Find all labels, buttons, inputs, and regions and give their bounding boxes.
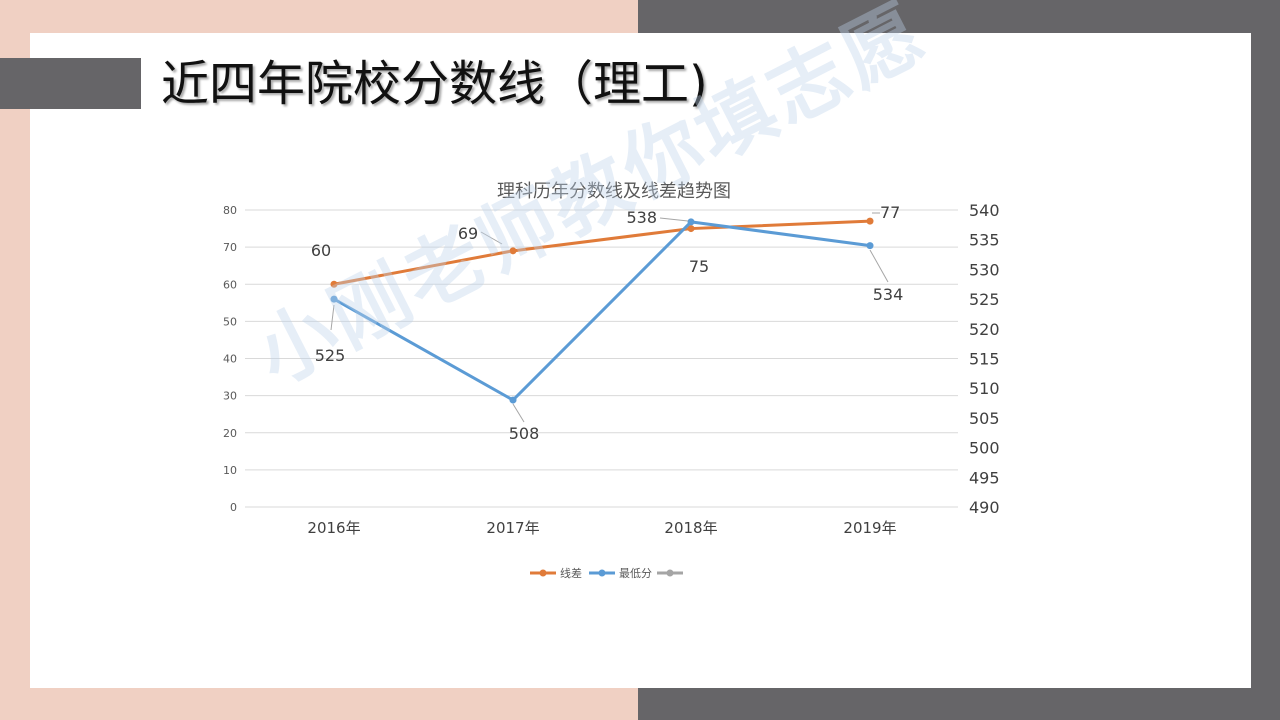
gridlines xyxy=(245,209,958,508)
legend-swatch-marker xyxy=(666,569,674,577)
x-axis-ticks: 2016年 2017年 2018年 2019年 xyxy=(307,519,896,537)
right-tick-label: 530 xyxy=(969,260,1000,279)
left-tick-label: 40 xyxy=(223,353,237,366)
chart-legend: 线差 最低分 xyxy=(530,566,683,580)
data-label: 534 xyxy=(873,285,904,304)
left-tick-label: 0 xyxy=(230,501,237,514)
x-tick-label: 2019年 xyxy=(843,519,896,537)
data-point xyxy=(687,218,695,226)
data-label: 75 xyxy=(689,257,709,276)
data-point xyxy=(330,280,338,288)
left-tick-label: 50 xyxy=(223,315,237,328)
right-axis-ticks: 490 495 500 505 510 515 520 525 530 535 540 xyxy=(969,201,1000,517)
left-tick-label: 60 xyxy=(223,278,237,291)
right-tick-label: 525 xyxy=(969,290,1000,309)
left-tick-label: 10 xyxy=(223,464,237,477)
left-axis-ticks: 0 10 20 30 40 50 60 70 80 xyxy=(223,204,237,514)
title-accent-bar xyxy=(0,58,141,109)
left-tick-label: 70 xyxy=(223,241,237,254)
data-label: 60 xyxy=(311,241,331,260)
data-label: 69 xyxy=(458,224,478,243)
left-tick-label: 30 xyxy=(223,390,237,403)
left-tick-label: 80 xyxy=(223,204,237,217)
data-label: 508 xyxy=(509,424,540,443)
data-point xyxy=(866,242,874,250)
legend-label: 线差 xyxy=(560,566,582,580)
right-tick-label: 520 xyxy=(969,320,1000,339)
right-tick-label: 495 xyxy=(969,468,1000,487)
legend-label: 最低分 xyxy=(619,567,652,580)
data-point xyxy=(509,247,517,255)
right-tick-label: 490 xyxy=(969,498,1000,517)
data-point xyxy=(687,225,695,233)
right-tick-label: 505 xyxy=(969,409,1000,428)
data-label: 538 xyxy=(626,208,657,227)
series-line-2 xyxy=(333,220,871,402)
data-label: 525 xyxy=(315,346,346,365)
right-tick-label: 535 xyxy=(969,231,1000,250)
x-tick-label: 2018年 xyxy=(664,519,717,537)
x-tick-label: 2017年 xyxy=(486,519,539,537)
series-layer xyxy=(330,217,874,404)
page-title: 近四年院校分数线（理工) xyxy=(161,56,708,112)
data-labels: 60 69 75 77 525 508 538 534 xyxy=(311,203,903,443)
label-leader-line xyxy=(659,217,689,222)
x-tick-label: 2016年 xyxy=(307,519,360,537)
label-leader-line xyxy=(869,249,889,283)
right-tick-label: 540 xyxy=(969,201,1000,220)
legend-swatch-marker xyxy=(598,569,606,577)
label-leader-line xyxy=(512,403,525,423)
data-label: 77 xyxy=(880,203,900,222)
data-point xyxy=(509,396,517,404)
label-leader-line xyxy=(330,304,335,331)
right-tick-label: 500 xyxy=(969,439,1000,458)
label-leader-line xyxy=(480,231,503,245)
data-point xyxy=(866,217,874,225)
series-line-1 xyxy=(333,219,871,286)
left-tick-label: 20 xyxy=(223,427,237,440)
data-point xyxy=(330,295,338,303)
right-tick-label: 510 xyxy=(969,379,1000,398)
slide-card xyxy=(30,33,1251,688)
right-tick-label: 515 xyxy=(969,350,1000,369)
chart-title: 理科历年分数线及线差趋势图 xyxy=(497,181,731,202)
legend-swatch-marker xyxy=(539,569,547,577)
